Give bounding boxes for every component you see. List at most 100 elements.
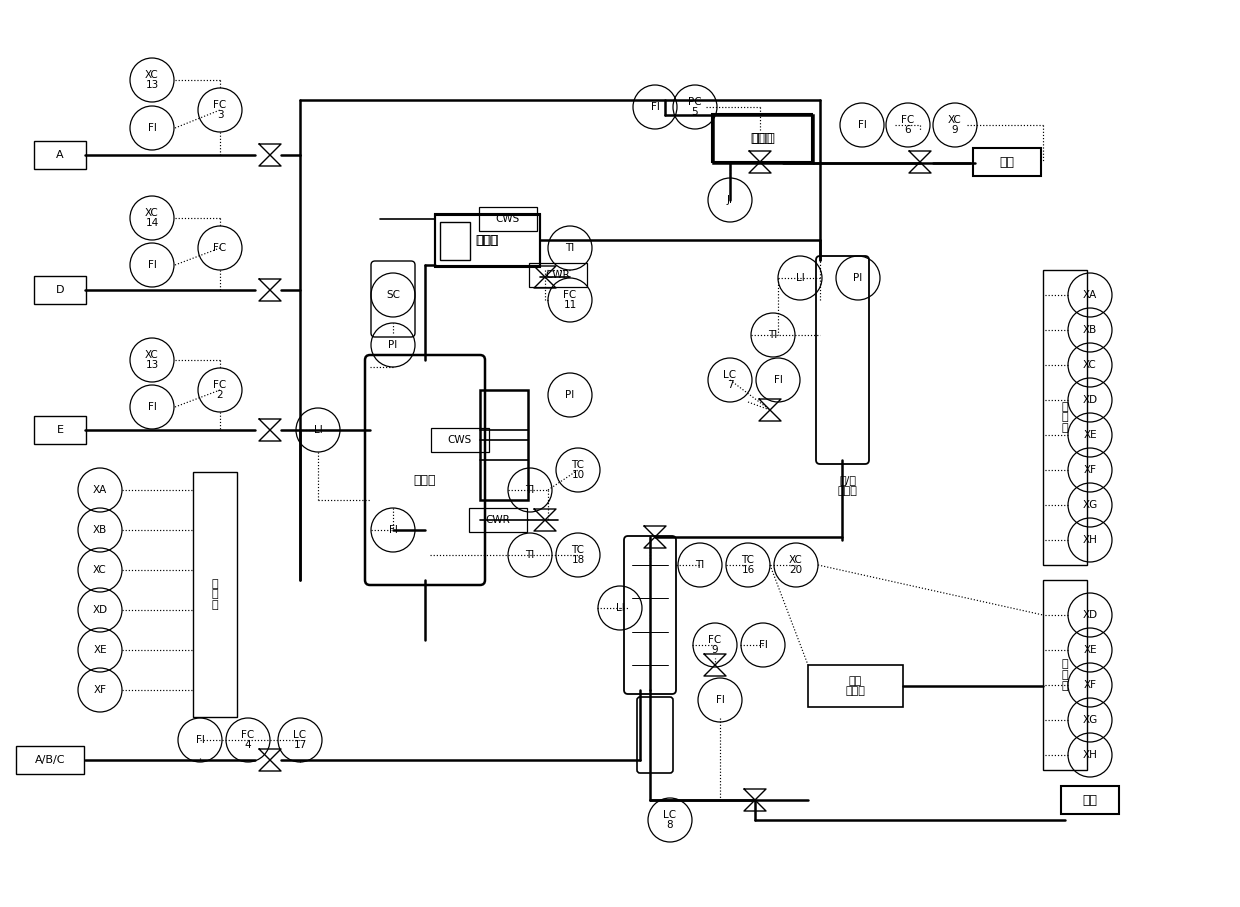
- Text: TI: TI: [696, 560, 704, 570]
- Text: XH: XH: [1083, 535, 1097, 545]
- Text: XA: XA: [93, 485, 107, 495]
- Text: PI: PI: [853, 273, 863, 283]
- Text: 产品: 产品: [1083, 794, 1097, 806]
- Text: XE: XE: [1084, 645, 1097, 655]
- Text: FI: FI: [858, 120, 867, 130]
- Text: XH: XH: [1083, 750, 1097, 760]
- Bar: [973, 148, 1042, 176]
- Text: TI: TI: [526, 485, 534, 495]
- Bar: [808, 665, 903, 707]
- Text: XC: XC: [93, 565, 107, 575]
- Text: FI: FI: [388, 525, 398, 535]
- Text: XC: XC: [1083, 360, 1097, 370]
- Text: FC
3: FC 3: [213, 100, 227, 121]
- Text: PC
5: PC 5: [688, 97, 702, 117]
- Text: FI: FI: [148, 123, 156, 133]
- Text: PI: PI: [388, 340, 398, 350]
- Text: CWS: CWS: [496, 214, 520, 224]
- Text: FC
9: FC 9: [708, 635, 722, 656]
- Text: JI: JI: [727, 195, 733, 205]
- Bar: [1043, 270, 1087, 565]
- Text: FC
4: FC 4: [242, 729, 254, 750]
- Text: TC
16: TC 16: [742, 554, 755, 575]
- Text: FI: FI: [774, 375, 782, 385]
- Text: LI: LI: [314, 425, 322, 435]
- Bar: [434, 214, 539, 266]
- Text: 冷凝器: 冷凝器: [476, 233, 498, 247]
- Text: TI: TI: [526, 550, 534, 560]
- Text: LC
7: LC 7: [723, 369, 737, 390]
- Text: XE: XE: [1084, 430, 1097, 440]
- Text: XA: XA: [1083, 290, 1097, 300]
- Text: FI: FI: [196, 735, 205, 745]
- Text: 分
析
器: 分 析 器: [1061, 402, 1069, 434]
- Text: LI: LI: [615, 603, 625, 613]
- Text: A: A: [56, 150, 63, 160]
- Text: TC
10: TC 10: [572, 460, 584, 481]
- Bar: [16, 746, 84, 774]
- Bar: [33, 141, 86, 169]
- Text: XB: XB: [1083, 325, 1097, 335]
- Text: XC
9: XC 9: [949, 114, 962, 135]
- Bar: [479, 207, 537, 231]
- Text: 反应器: 反应器: [414, 473, 436, 486]
- Text: FI: FI: [651, 102, 660, 112]
- Text: FI: FI: [759, 640, 768, 650]
- Text: FC
11: FC 11: [563, 289, 577, 310]
- Text: XC
13: XC 13: [145, 70, 159, 91]
- Text: 排放: 排放: [999, 155, 1014, 169]
- Bar: [435, 215, 539, 267]
- Text: XF: XF: [1084, 680, 1096, 690]
- Text: XC
14: XC 14: [145, 208, 159, 229]
- Text: 分
析
器: 分 析 器: [1061, 659, 1069, 691]
- Text: D: D: [56, 285, 64, 295]
- Bar: [193, 472, 237, 717]
- Text: CWS: CWS: [448, 435, 472, 445]
- Text: CWR: CWR: [546, 270, 570, 280]
- Bar: [33, 416, 86, 444]
- Bar: [712, 114, 812, 162]
- Bar: [432, 428, 489, 452]
- Text: XE: XE: [93, 645, 107, 655]
- Bar: [713, 115, 813, 163]
- Text: 压缩机: 压缩机: [750, 132, 774, 144]
- Text: XF: XF: [93, 685, 107, 695]
- Text: LI: LI: [796, 273, 805, 283]
- Bar: [440, 222, 470, 260]
- Text: 压缩机: 压缩机: [751, 132, 775, 145]
- Text: XF: XF: [1084, 465, 1096, 475]
- Text: XG: XG: [1083, 715, 1097, 725]
- Text: E: E: [57, 425, 63, 435]
- Text: FC
6: FC 6: [901, 114, 915, 135]
- Text: SC: SC: [386, 290, 401, 300]
- Text: TC
18: TC 18: [572, 544, 584, 565]
- Bar: [1061, 786, 1118, 814]
- Bar: [480, 390, 528, 500]
- Text: XB: XB: [93, 525, 107, 535]
- Text: A/B/C: A/B/C: [35, 755, 66, 765]
- Text: XC
13: XC 13: [145, 349, 159, 370]
- Text: FC
2: FC 2: [213, 380, 227, 400]
- Bar: [469, 508, 527, 532]
- Text: XD: XD: [1083, 395, 1097, 405]
- Text: FI: FI: [148, 402, 156, 412]
- Text: FI: FI: [715, 695, 724, 705]
- Text: FI: FI: [148, 260, 156, 270]
- Bar: [529, 263, 587, 287]
- Text: XD: XD: [1083, 610, 1097, 620]
- Text: XC
20: XC 20: [789, 554, 802, 575]
- Text: LC
8: LC 8: [663, 810, 677, 831]
- Text: TI: TI: [769, 330, 777, 340]
- Text: LC
17: LC 17: [294, 729, 306, 750]
- Text: 汽/液
分离器: 汽/液 分离器: [837, 475, 857, 496]
- Text: TI: TI: [565, 243, 574, 253]
- Text: CWR: CWR: [486, 515, 511, 525]
- Bar: [33, 276, 86, 304]
- Text: 蒸汽
压缩机: 蒸汽 压缩机: [846, 676, 866, 697]
- Bar: [1043, 580, 1087, 770]
- Text: XG: XG: [1083, 500, 1097, 510]
- Text: 冷凝器: 冷凝器: [476, 235, 498, 248]
- Text: PI: PI: [565, 390, 574, 400]
- Text: FC: FC: [213, 243, 227, 253]
- Text: 分
析
器: 分 析 器: [212, 579, 218, 610]
